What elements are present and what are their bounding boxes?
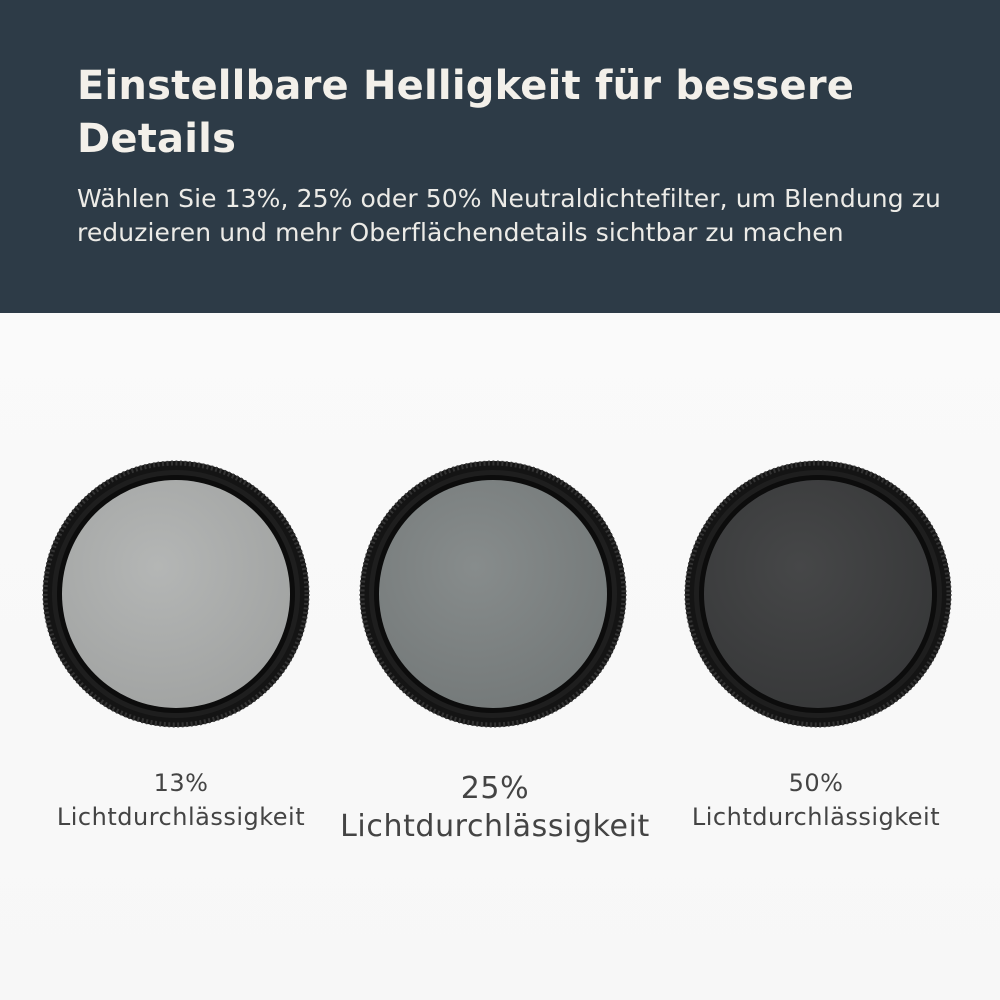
filter-transmission-label: Lichtdurchlässigkeit [340,809,650,844]
nd-filter-25 [357,458,629,730]
filter-percentage: 25% [460,771,530,806]
filter-caption-50: 50% Lichtdurchlässigkeit [666,766,966,834]
filter-caption-13: 13% Lichtdurchlässigkeit [31,766,331,834]
filter-lens-icon [359,460,627,728]
filter-percentage: 50% [788,769,844,797]
filter-lens-icon [42,460,310,728]
filter-percentage: 13% [153,769,209,797]
subheadline: Wählen Sie 13%, 25% oder 50% Neutraldich… [77,184,941,247]
filter-glass [704,480,932,708]
filter-lens-icon [684,460,952,728]
filter-glass [62,480,290,708]
headline: Einstellbare Helligkeit für bessere Deta… [77,63,855,162]
filter-glass [379,480,607,708]
header-banner: Einstellbare Helligkeit für bessere Deta… [0,0,1000,313]
nd-filter-13 [40,458,312,730]
filter-transmission-label: Lichtdurchlässigkeit [691,803,941,831]
filter-transmission-label: Lichtdurchlässigkeit [56,803,306,831]
nd-filter-50 [682,458,954,730]
filter-caption-25: 25% Lichtdurchlässigkeit [325,770,665,846]
